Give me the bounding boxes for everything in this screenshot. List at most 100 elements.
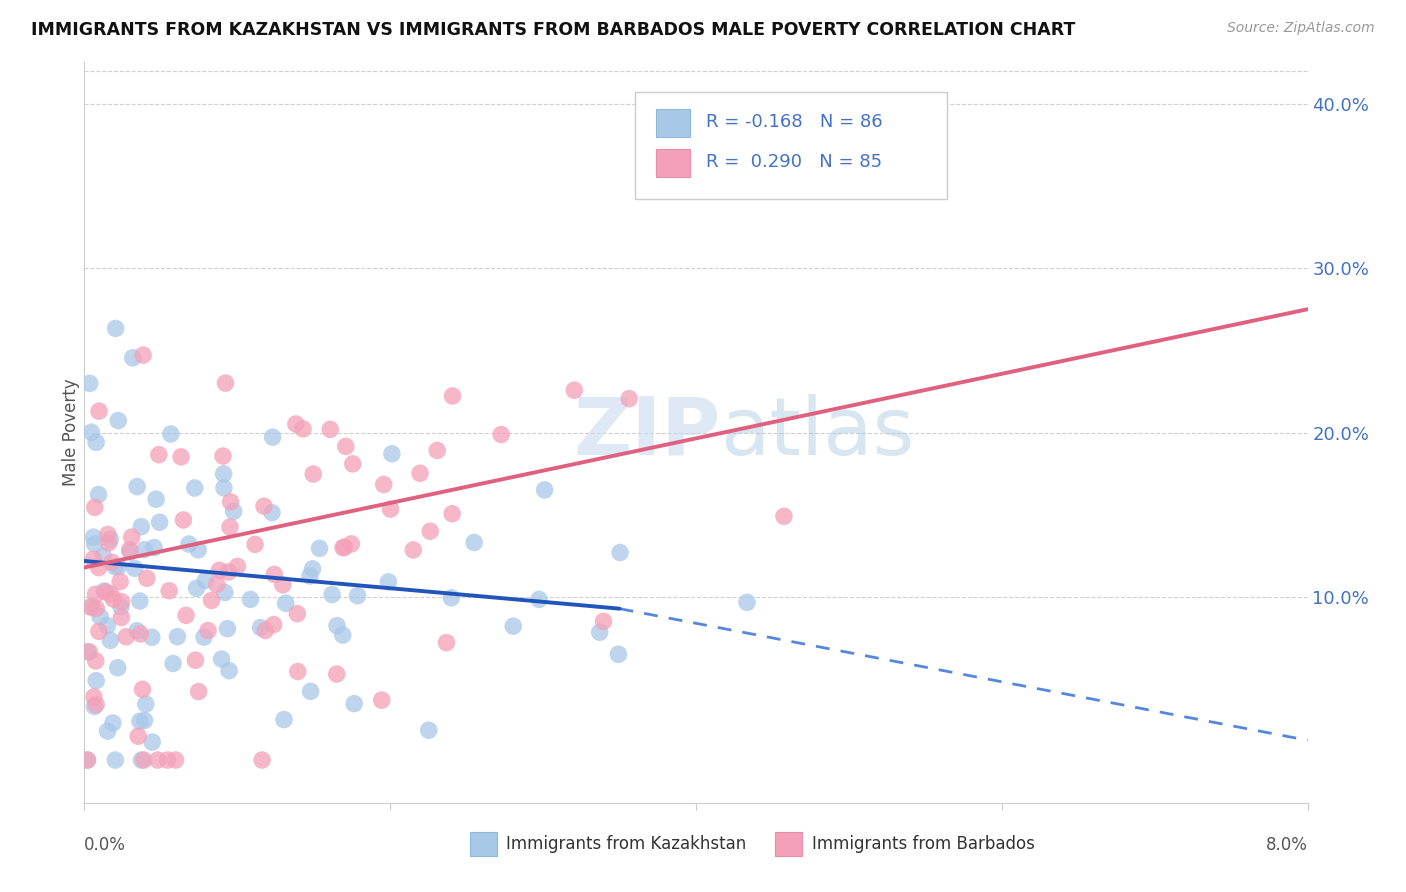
- Point: [373, 477, 395, 491]
- Point: [440, 591, 463, 605]
- Point: [186, 581, 208, 595]
- Point: [205, 577, 228, 591]
- Point: [87, 487, 110, 501]
- Point: [121, 530, 143, 544]
- Point: [291, 422, 314, 436]
- Point: [419, 524, 441, 539]
- Point: [132, 753, 155, 767]
- Point: [301, 562, 323, 576]
- Point: [187, 542, 209, 557]
- Point: [222, 504, 245, 518]
- Point: [239, 592, 262, 607]
- Point: [156, 753, 179, 767]
- Point: [79, 376, 101, 391]
- Point: [194, 574, 217, 588]
- Point: [129, 627, 152, 641]
- Point: [141, 630, 163, 644]
- Point: [212, 449, 235, 463]
- Point: [80, 599, 103, 614]
- Point: [121, 351, 143, 365]
- Point: [308, 541, 330, 556]
- Point: [84, 435, 107, 450]
- Point: [287, 665, 309, 679]
- Point: [76, 753, 98, 767]
- Point: [83, 530, 105, 544]
- Point: [162, 657, 184, 671]
- Point: [250, 753, 273, 767]
- Point: [187, 684, 209, 698]
- Text: ZIP: ZIP: [574, 393, 720, 472]
- Point: [125, 624, 148, 638]
- Point: [84, 698, 107, 712]
- FancyBboxPatch shape: [655, 149, 690, 178]
- Text: Immigrants from Kazakhstan: Immigrants from Kazakhstan: [506, 835, 747, 854]
- Point: [76, 644, 98, 658]
- Point: [120, 545, 142, 559]
- Point: [94, 585, 117, 599]
- Point: [263, 617, 285, 632]
- Point: [335, 439, 357, 453]
- Point: [84, 601, 107, 615]
- Point: [343, 697, 366, 711]
- FancyBboxPatch shape: [636, 92, 946, 200]
- Point: [96, 618, 118, 632]
- Point: [208, 563, 231, 577]
- Point: [174, 608, 197, 623]
- Point: [83, 699, 105, 714]
- Point: [211, 652, 233, 666]
- Point: [172, 513, 194, 527]
- Point: [285, 607, 308, 621]
- Point: [110, 610, 132, 624]
- Point: [97, 724, 120, 739]
- Text: 8.0%: 8.0%: [1265, 836, 1308, 855]
- Point: [98, 633, 121, 648]
- Point: [617, 392, 640, 406]
- Point: [118, 542, 141, 557]
- Point: [80, 425, 103, 440]
- Point: [370, 693, 392, 707]
- Point: [489, 427, 512, 442]
- Point: [193, 630, 215, 644]
- Point: [212, 481, 235, 495]
- Point: [562, 383, 585, 397]
- Point: [132, 348, 155, 362]
- Point: [533, 483, 555, 497]
- Point: [84, 673, 107, 688]
- Point: [219, 520, 242, 534]
- Point: [131, 519, 153, 533]
- Point: [299, 684, 322, 698]
- Point: [104, 753, 127, 767]
- Point: [127, 729, 149, 743]
- Point: [284, 417, 307, 431]
- Point: [332, 541, 354, 555]
- Text: 0.0%: 0.0%: [84, 836, 127, 855]
- Point: [346, 589, 368, 603]
- Point: [127, 480, 149, 494]
- Point: [170, 450, 193, 464]
- Point: [141, 735, 163, 749]
- Point: [200, 593, 222, 607]
- Point: [131, 682, 153, 697]
- Point: [165, 753, 187, 767]
- Point: [409, 467, 432, 481]
- Point: [381, 447, 404, 461]
- Point: [319, 422, 342, 436]
- Point: [166, 630, 188, 644]
- Point: [124, 561, 146, 575]
- Point: [243, 537, 266, 551]
- Point: [325, 667, 347, 681]
- Text: IMMIGRANTS FROM KAZAKHSTAN VS IMMIGRANTS FROM BARBADOS MALE POVERTY CORRELATION : IMMIGRANTS FROM KAZAKHSTAN VS IMMIGRANTS…: [31, 21, 1076, 39]
- Point: [84, 654, 107, 668]
- Point: [107, 413, 129, 427]
- Point: [271, 578, 294, 592]
- Point: [83, 500, 105, 515]
- Text: Immigrants from Barbados: Immigrants from Barbados: [813, 835, 1035, 854]
- Point: [441, 507, 464, 521]
- Point: [93, 584, 115, 599]
- Point: [79, 645, 101, 659]
- Point: [333, 541, 356, 555]
- Point: [84, 587, 107, 601]
- Text: Source: ZipAtlas.com: Source: ZipAtlas.com: [1227, 21, 1375, 36]
- Point: [589, 625, 612, 640]
- Point: [298, 569, 321, 583]
